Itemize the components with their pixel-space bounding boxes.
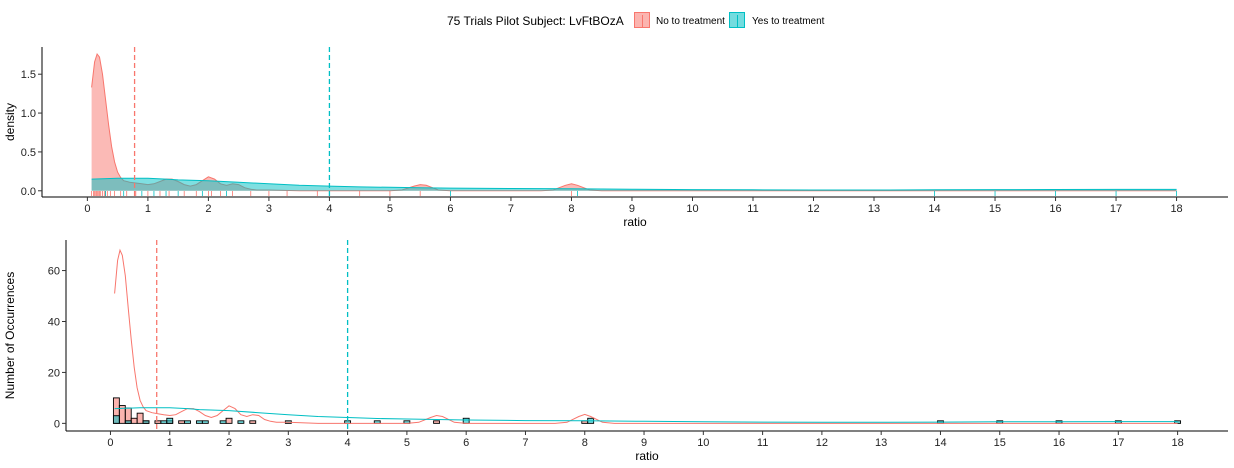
- legend-title: 75 Trials Pilot Subject: LvFtBOzA: [447, 14, 624, 28]
- y-tick-label-2: 1.0: [21, 108, 36, 120]
- x-tick-label-14: 14: [928, 203, 940, 215]
- y-tick-label-1: 20: [48, 367, 60, 379]
- bar-yes-14: [124, 420, 132, 424]
- x-tick-label-1: 1: [167, 437, 173, 449]
- x-tick-label-8: 8: [568, 203, 574, 215]
- x-tick-label-1: 1: [145, 203, 151, 215]
- x-tick-label-11: 11: [747, 203, 758, 215]
- x-axis-label: ratio: [623, 215, 647, 229]
- density-area-no: [91, 54, 1177, 191]
- x-tick-label-9: 9: [641, 437, 647, 449]
- y-axis-label: density: [3, 103, 17, 141]
- x-tick-label-6: 6: [463, 437, 469, 449]
- legend-key-no: [634, 12, 650, 28]
- density-line-yes: [114, 407, 1178, 423]
- x-tick-label-7: 7: [522, 437, 528, 449]
- x-tick-label-0: 0: [107, 437, 113, 449]
- y-tick-label-0: 0: [54, 418, 60, 430]
- x-tick-label-6: 6: [447, 203, 453, 215]
- x-tick-label-16: 16: [1049, 203, 1061, 215]
- bar-no-8: [178, 420, 186, 424]
- x-tick-label-5: 5: [404, 437, 410, 449]
- bar-yes-16: [160, 420, 168, 424]
- bar-yes-15: [142, 420, 150, 424]
- x-tick-label-11: 11: [757, 437, 768, 449]
- x-tick-label-2: 2: [205, 203, 211, 215]
- x-tick-label-5: 5: [387, 203, 393, 215]
- bar-yes-13: [112, 415, 120, 424]
- bar-no-9: [225, 417, 233, 424]
- x-tick-label-17: 17: [1110, 203, 1122, 215]
- bar-yes-17: [166, 417, 174, 424]
- bar-yes-27: [462, 417, 470, 424]
- x-tick-label-12: 12: [807, 203, 819, 215]
- legend-label-no: No to treatment: [656, 16, 725, 27]
- bar-no-6: [154, 420, 162, 424]
- bar-no-3: [130, 417, 138, 424]
- legend-key-yes: [729, 12, 745, 28]
- x-tick-label-13: 13: [868, 203, 880, 215]
- x-tick-label-3: 3: [285, 437, 291, 449]
- y-tick-label-3: 1.5: [21, 69, 36, 81]
- y-tick-label-3: 60: [48, 266, 60, 278]
- bar-yes-20: [201, 420, 209, 424]
- x-tick-label-10: 10: [697, 437, 709, 449]
- bar-yes-22: [237, 420, 245, 424]
- x-tick-label-7: 7: [508, 203, 514, 215]
- x-tick-label-8: 8: [582, 437, 588, 449]
- bar-yes-19: [195, 420, 203, 424]
- x-tick-label-15: 15: [994, 437, 1006, 449]
- density-line-no: [114, 248, 1178, 424]
- x-tick-label-9: 9: [629, 203, 635, 215]
- x-tick-label-2: 2: [226, 437, 232, 449]
- x-tick-label-3: 3: [266, 203, 272, 215]
- density-panel: 0 1 2 3 4 5 6 7 8 9 10 11 12 13 14 15 16 17 180.00.51.01.5…: [3, 47, 1228, 229]
- density-area-yes: [91, 178, 1177, 191]
- x-tick-label-12: 12: [816, 437, 828, 449]
- histogram-panel: 0 1 2 3 4 5 6 7 8 9 10 11 12 13 14 15 16 17 180204060ratio…: [3, 240, 1228, 463]
- x-tick-label-10: 10: [686, 203, 698, 215]
- y-axis-label: Number of Occurrences: [3, 272, 17, 399]
- x-tick-label-15: 15: [989, 203, 1001, 215]
- x-tick-label-17: 17: [1112, 437, 1124, 449]
- y-tick-label-2: 40: [48, 316, 60, 328]
- x-tick-label-0: 0: [84, 203, 90, 215]
- bar-yes-21: [219, 420, 227, 424]
- legend-label-yes: Yes to treatment: [752, 16, 825, 27]
- bar-yes-18: [184, 420, 191, 424]
- bar-no-4: [136, 412, 144, 424]
- x-axis-label: ratio: [635, 449, 659, 463]
- x-tick-label-4: 4: [345, 437, 351, 449]
- x-tick-label-13: 13: [875, 437, 887, 449]
- x-tick-label-16: 16: [1053, 437, 1065, 449]
- density-line-yes: [91, 177, 1177, 191]
- x-tick-label-14: 14: [934, 437, 946, 449]
- density-line-no: [91, 52, 1177, 192]
- x-tick-label-18: 18: [1170, 203, 1182, 215]
- bar-no-10: [249, 420, 257, 424]
- x-tick-label-18: 18: [1171, 437, 1183, 449]
- x-tick-label-4: 4: [326, 203, 332, 215]
- bar-no-11: [433, 420, 440, 424]
- y-tick-label-0: 0.0: [21, 186, 36, 198]
- y-tick-label-1: 0.5: [21, 147, 36, 159]
